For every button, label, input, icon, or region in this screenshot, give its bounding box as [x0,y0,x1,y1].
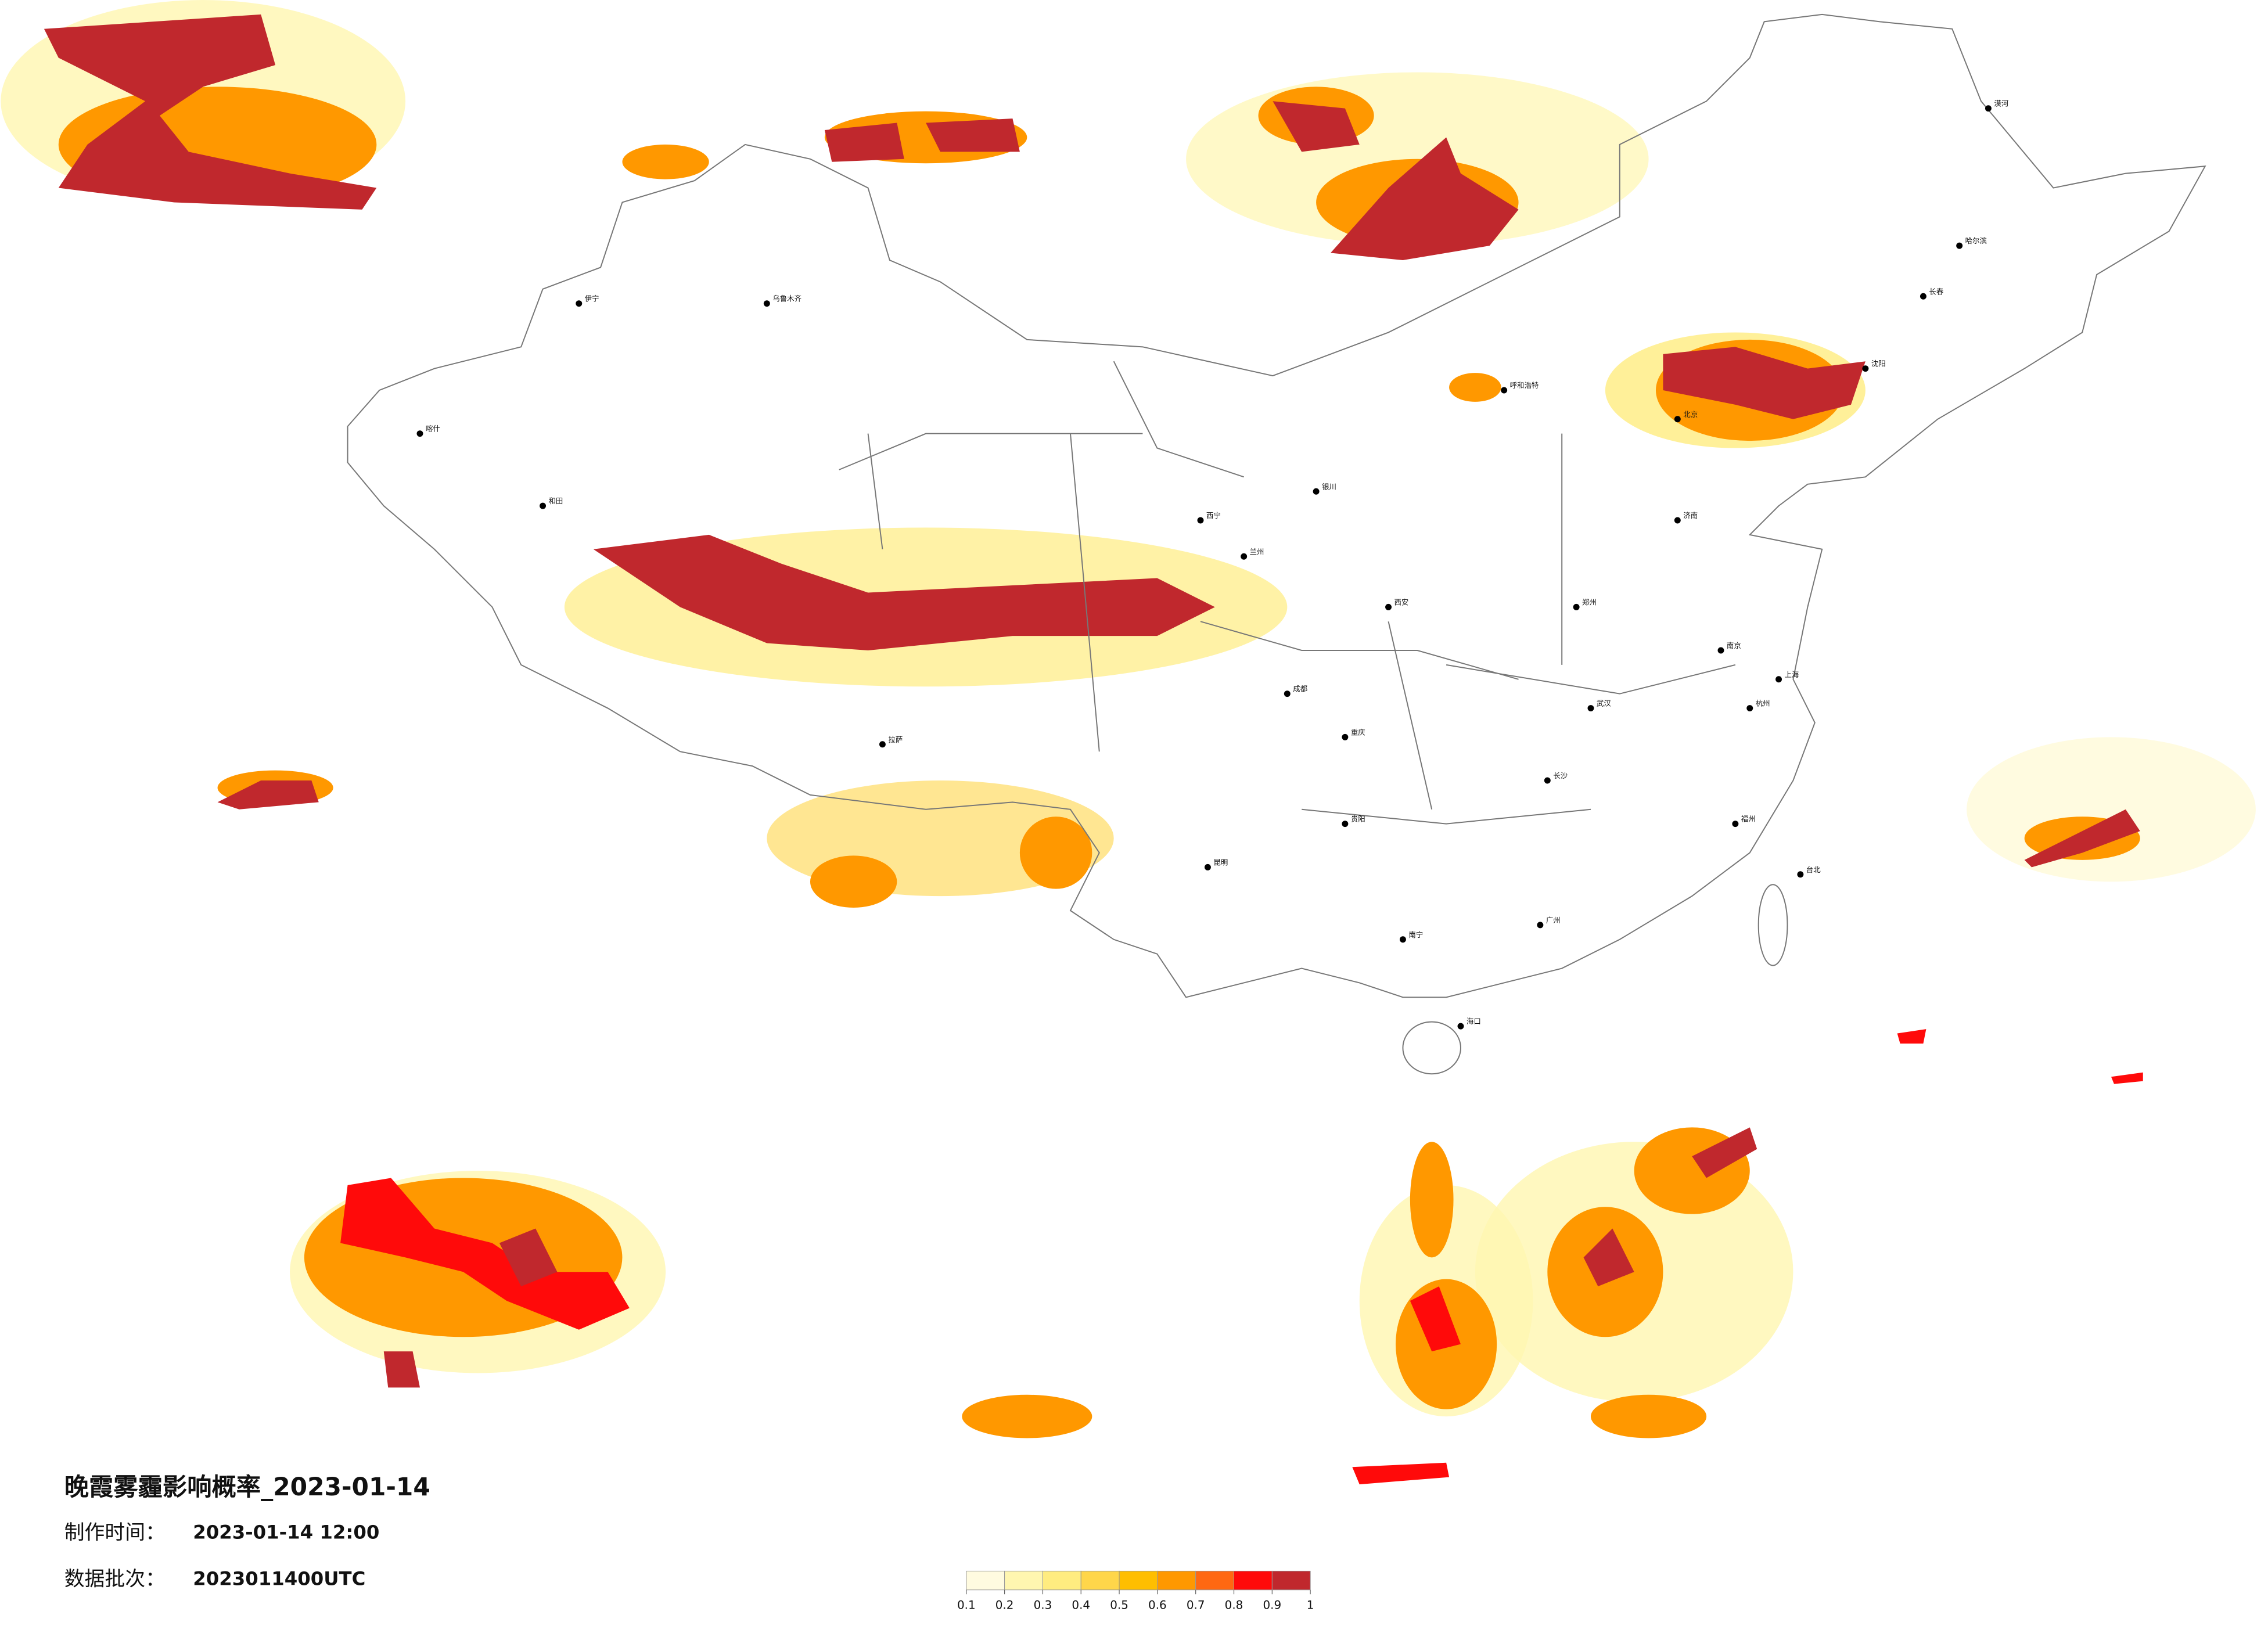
legend-swatch [1157,1570,1196,1591]
city-label: 呼和浩特 [1510,381,1539,390]
city-label: 沈阳 [1871,359,1886,368]
city-label: 昆明 [1213,858,1228,866]
probability-field [1,0,2256,1485]
city-dot [1241,553,1248,560]
legend: 0.1 0.2 0.3 0.4 0.5 0.6 0.7 0.8 0.9 1 [957,1570,1314,1612]
city-dot [1342,821,1349,828]
city-dot [540,502,547,509]
city-dot [1717,647,1724,654]
city-dot [576,300,583,307]
city-label: 台北 [1806,865,1821,874]
borders [347,13,2206,1075]
city-label: 北京 [1683,410,1698,419]
legend-tick-label: 0.4 [1072,1599,1090,1612]
city-dot [1956,242,1963,249]
city-label: 南宁 [1408,930,1423,939]
city-label: 杭州 [1756,699,1770,708]
city-label: 郑州 [1582,598,1597,606]
province-lines [839,361,1736,825]
city-dot [1197,517,1204,524]
legend-tick-label: 0.3 [1034,1599,1052,1612]
legend-tick-label: 0.5 [1110,1599,1128,1612]
city-label: 重庆 [1351,728,1365,736]
city-label: 福州 [1741,815,1756,823]
legend-tick-label: 0.9 [1263,1599,1281,1612]
city-label: 乌鲁木齐 [772,294,801,303]
city-dot [1587,705,1594,712]
city-dot [879,741,886,748]
city-dot [1457,1023,1464,1030]
city-dot [1399,936,1406,943]
city-label: 海口 [1467,1017,1481,1026]
city-label: 贵阳 [1351,815,1365,823]
legend-swatch [1004,1570,1043,1591]
city-label: 西宁 [1206,511,1221,520]
legend-swatch [1195,1570,1235,1591]
city-dot [1544,777,1551,784]
batch: 2023011400UTC [193,1567,365,1589]
city-dot [1537,922,1544,929]
city-dot [1862,365,1869,372]
city-dot [1746,705,1753,712]
city-label: 漠河 [1994,99,2008,108]
legend-swatch [966,1570,1005,1591]
legend-swatch [1234,1570,1273,1591]
batch-label: 数据批次： [64,1567,166,1591]
hainan [1402,1021,1461,1075]
city-label: 长春 [1929,287,1943,296]
china-outline [347,13,2206,998]
production-label: 制作时间： [64,1521,166,1545]
taiwan [1757,884,1788,966]
legend-tick-label: 0.6 [1148,1599,1167,1612]
city-dot [1674,517,1681,524]
city-label: 上海 [1785,670,1799,679]
city-dot [763,300,770,307]
city-dot [1920,293,1926,300]
city-dot [1284,690,1291,697]
title: 晚霞雾霾影响概率_2023-01-14 [64,1473,430,1501]
city-label: 西安 [1394,598,1409,606]
legend-tick-label: 0.2 [995,1599,1014,1612]
city-label: 拉萨 [888,735,903,744]
city-label: 济南 [1683,511,1698,520]
city-dot [1204,864,1211,870]
city-label: 兰州 [1250,547,1264,556]
city-label: 广州 [1546,916,1561,924]
legend-tick-label: 0.8 [1225,1599,1243,1612]
city-label: 长沙 [1553,771,1568,780]
city-dot [1385,603,1392,610]
legend-swatch [1042,1570,1081,1591]
city-label: 武汉 [1597,699,1611,708]
city-dot [416,430,423,437]
city-dot [1573,603,1580,610]
legend-tick-label: 0.1 [957,1599,976,1612]
city-dot [1985,105,1992,112]
legend-swatch [1080,1570,1120,1591]
city-label: 和田 [549,497,563,505]
legend-swatch [1119,1570,1158,1591]
city-dot [1797,871,1804,878]
city-dot [1501,387,1508,394]
city-label: 银川 [1322,482,1336,491]
city-label: 南京 [1727,641,1741,650]
city-dot [1674,416,1681,423]
city-label: 喀什 [426,425,440,433]
production-time: 2023-01-14 12:00 [193,1521,379,1544]
city-label: 伊宁 [585,294,599,303]
city-dot [1775,676,1782,683]
legend-tick-label: 1 [1307,1599,1314,1612]
city-label: 成都 [1293,685,1307,693]
city-dot [1342,733,1349,740]
city-dot [1732,821,1739,828]
city-label: 哈尔滨 [1965,236,1987,245]
legend-swatch [1271,1570,1311,1591]
legend-tick-label: 0.7 [1187,1599,1205,1612]
city-dot [1313,488,1320,495]
